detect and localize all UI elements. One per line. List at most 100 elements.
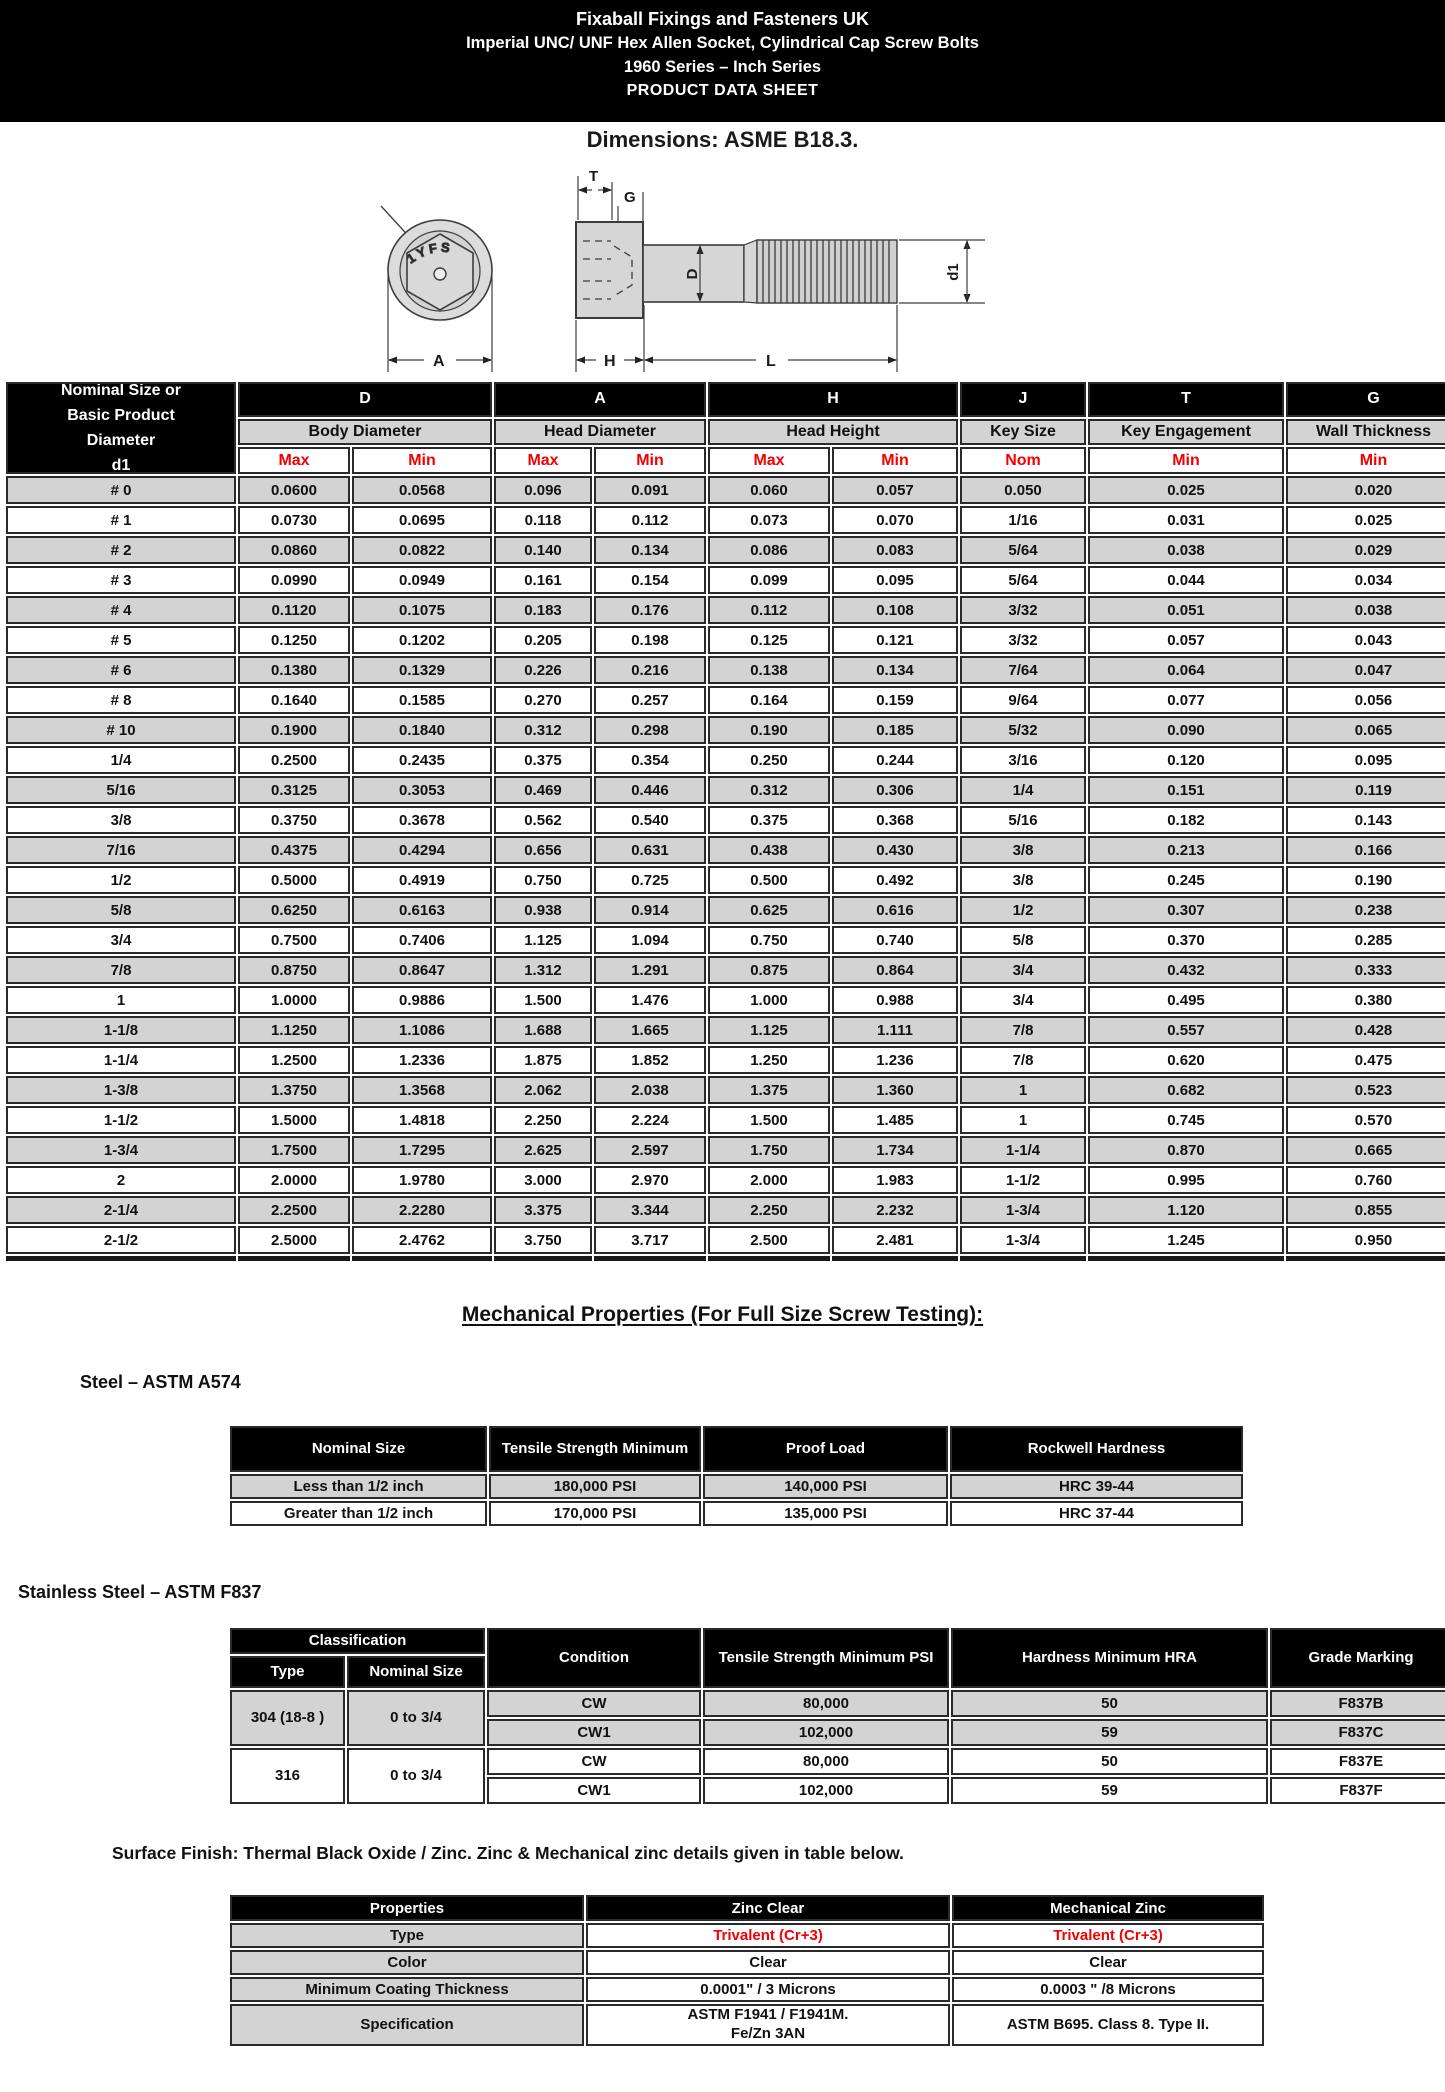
head-height-max-cell: 0.750 <box>708 926 830 954</box>
body-dia-max-cell: 1.0000 <box>238 986 350 1014</box>
col-name-body-diameter: Body Diameter <box>238 418 492 446</box>
ss-header-tensile: Tensile Strength Minimum PSI <box>703 1628 949 1688</box>
key-engagement-cell: 0.120 <box>1088 746 1284 774</box>
subcol-max: Max <box>494 447 592 474</box>
head-dia-max-cell: 0.161 <box>494 566 592 594</box>
key-size-cell: 5/8 <box>960 926 1086 954</box>
size-cell: # 3 <box>6 566 236 594</box>
col-letter-D: D <box>238 382 492 417</box>
col-name-key-size: Key Size <box>960 418 1086 446</box>
body-dia-max-cell: 0.6250 <box>238 896 350 924</box>
product-title: Imperial UNC/ UNF Hex Allen Socket, Cyli… <box>466 34 979 52</box>
ss-size-cell: 0 to 3/4 <box>347 1748 485 1804</box>
head-height-min-cell: 0.616 <box>832 896 958 924</box>
svg-text:d1: d1 <box>945 263 962 281</box>
ss-grade-cell: F837E <box>1270 1748 1445 1775</box>
body-dia-min-cell: 0.0822 <box>352 536 492 564</box>
head-height-max-cell: 1.000 <box>708 986 830 1014</box>
key-engagement-cell: 0.051 <box>1088 596 1284 624</box>
body-dia-min-cell: 0.4294 <box>352 836 492 864</box>
head-dia-min-cell: 0.154 <box>594 566 706 594</box>
table-row: 1 1.0000 0.9886 1.500 1.476 1.000 0.988 … <box>6 986 1445 1014</box>
key-size-cell: 1/4 <box>960 776 1086 804</box>
subcol-nom: Nom <box>960 447 1086 474</box>
wall-thickness-cell: 0.038 <box>1286 596 1445 624</box>
body-dia-max-cell: 1.2500 <box>238 1046 350 1074</box>
head-dia-max-cell: 0.750 <box>494 866 592 894</box>
front-view: 1YFS <box>380 205 493 321</box>
head-dia-max-cell: 1.312 <box>494 956 592 984</box>
head-height-min-cell: 0.306 <box>832 776 958 804</box>
subcol-min: Min <box>832 447 958 474</box>
table-row: 2-1/2 2.5000 2.4762 3.750 3.717 2.500 2.… <box>6 1226 1445 1254</box>
key-engagement-cell: 0.151 <box>1088 776 1284 804</box>
corner-line: d1 <box>111 457 131 472</box>
table-row: # 8 0.1640 0.1585 0.270 0.257 0.164 0.15… <box>6 686 1445 714</box>
body-dia-max-cell: 0.3750 <box>238 806 350 834</box>
head-height-max-cell: 0.190 <box>708 716 830 744</box>
head-dia-min-cell: 1.476 <box>594 986 706 1014</box>
ss-row: 304 (18-8 ) 0 to 3/4 CW 80,000 50 F837B <box>230 1690 1445 1746</box>
head-height-min-cell: 0.121 <box>832 626 958 654</box>
key-engagement-cell: 0.557 <box>1088 1016 1284 1044</box>
company-name: Fixaball Fixings and Fasteners UK <box>575 9 870 29</box>
head-dia-min-cell: 0.298 <box>594 716 706 744</box>
steel-size-cell: Greater than 1/2 inch <box>230 1501 487 1526</box>
body-dia-min-cell: 0.1329 <box>352 656 492 684</box>
head-height-max-cell: 1.500 <box>708 1106 830 1134</box>
col-name-wall-thickness: Wall Thickness <box>1286 418 1445 446</box>
steel-header-tensile: Tensile Strength Minimum <box>489 1426 701 1472</box>
body-dia-min-cell: 1.2336 <box>352 1046 492 1074</box>
body-dia-min-cell: 0.6163 <box>352 896 492 924</box>
wall-thickness-cell: 0.065 <box>1286 716 1445 744</box>
side-view <box>575 221 898 319</box>
key-size-cell: 5/16 <box>960 806 1086 834</box>
head-dia-min-cell: 0.257 <box>594 686 706 714</box>
body-dia-max-cell: 0.5000 <box>238 866 350 894</box>
head-height-max-cell: 1.375 <box>708 1076 830 1104</box>
surface-row-type: Type Trivalent (Cr+3) Trivalent (Cr+3) <box>230 1923 1264 1948</box>
head-dia-max-cell: 1.125 <box>494 926 592 954</box>
size-cell: 7/16 <box>6 836 236 864</box>
corner-line: Nominal Size or <box>60 382 182 399</box>
ss-row: 316 0 to 3/4 CW 80,000 50 F837E <box>230 1748 1445 1804</box>
head-height-min-cell: 0.083 <box>832 536 958 564</box>
head-dia-min-cell: 0.354 <box>594 746 706 774</box>
key-size-cell: 3/4 <box>960 956 1086 984</box>
ss-header-nominal-size: Nominal Size <box>347 1656 485 1688</box>
body-dia-min-cell: 0.2435 <box>352 746 492 774</box>
body-dia-max-cell: 2.2500 <box>238 1196 350 1224</box>
ss-tensile-cell: 102,000 <box>703 1777 949 1804</box>
body-dia-min-cell: 0.1840 <box>352 716 492 744</box>
head-dia-max-cell: 2.062 <box>494 1076 592 1104</box>
key-size-cell: 1-3/4 <box>960 1226 1086 1254</box>
body-dia-max-cell: 0.7500 <box>238 926 350 954</box>
key-engagement-cell: 0.090 <box>1088 716 1284 744</box>
ss-hardness-cell: 50 <box>951 1748 1268 1775</box>
table-row: 7/16 0.4375 0.4294 0.656 0.631 0.438 0.4… <box>6 836 1445 864</box>
table-row: 5/16 0.3125 0.3053 0.469 0.446 0.312 0.3… <box>6 776 1445 804</box>
head-height-min-cell: 0.368 <box>832 806 958 834</box>
col-letter-T: T <box>1088 382 1284 417</box>
size-cell: 1-3/8 <box>6 1076 236 1104</box>
key-engagement-cell: 0.995 <box>1088 1166 1284 1194</box>
body-dia-min-cell: 0.4919 <box>352 866 492 894</box>
steel-row: Less than 1/2 inch 180,000 PSI 140,000 P… <box>230 1474 1243 1499</box>
steel-tensile-cell: 170,000 PSI <box>489 1501 701 1526</box>
col-name-head-diameter: Head Diameter <box>494 418 706 446</box>
surface-label: Minimum Coating Thickness <box>230 1977 584 2002</box>
size-cell: 7/8 <box>6 956 236 984</box>
key-engagement-cell: 0.031 <box>1088 506 1284 534</box>
body-dia-min-cell: 2.4762 <box>352 1226 492 1254</box>
body-dia-max-cell: 0.1120 <box>238 596 350 624</box>
body-dia-min-cell: 2.2280 <box>352 1196 492 1224</box>
head-dia-max-cell: 0.270 <box>494 686 592 714</box>
ss-condition-cell: CW <box>487 1748 701 1775</box>
dim-D: D <box>684 245 704 302</box>
head-dia-min-cell: 3.344 <box>594 1196 706 1224</box>
surface-zinc-value: 0.0001" / 3 Microns <box>586 1977 950 2002</box>
wall-thickness-cell: 0.119 <box>1286 776 1445 804</box>
screw-diagram-container: 1YFS A <box>380 160 1000 380</box>
key-size-cell: 1/2 <box>960 896 1086 924</box>
surface-mech-value: Trivalent (Cr+3) <box>952 1923 1264 1948</box>
